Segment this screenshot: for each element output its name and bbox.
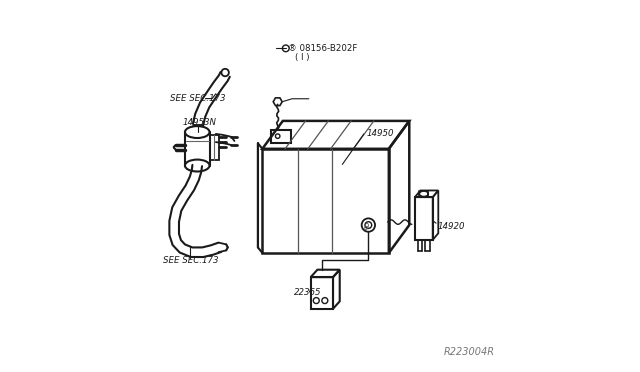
Text: 14920: 14920 [437, 222, 465, 231]
Text: $\theta$: $\theta$ [363, 221, 370, 231]
Text: 14953N: 14953N [182, 118, 216, 127]
Text: ( l ): ( l ) [294, 53, 309, 62]
Text: 22365: 22365 [294, 288, 321, 296]
Text: R223004R: R223004R [444, 347, 495, 357]
Text: ® 08156-B202F: ® 08156-B202F [289, 44, 358, 53]
Text: SEE SEC.173: SEE SEC.173 [170, 94, 226, 103]
Text: SEE SEC.173: SEE SEC.173 [163, 256, 218, 265]
Text: 14950: 14950 [367, 129, 394, 138]
